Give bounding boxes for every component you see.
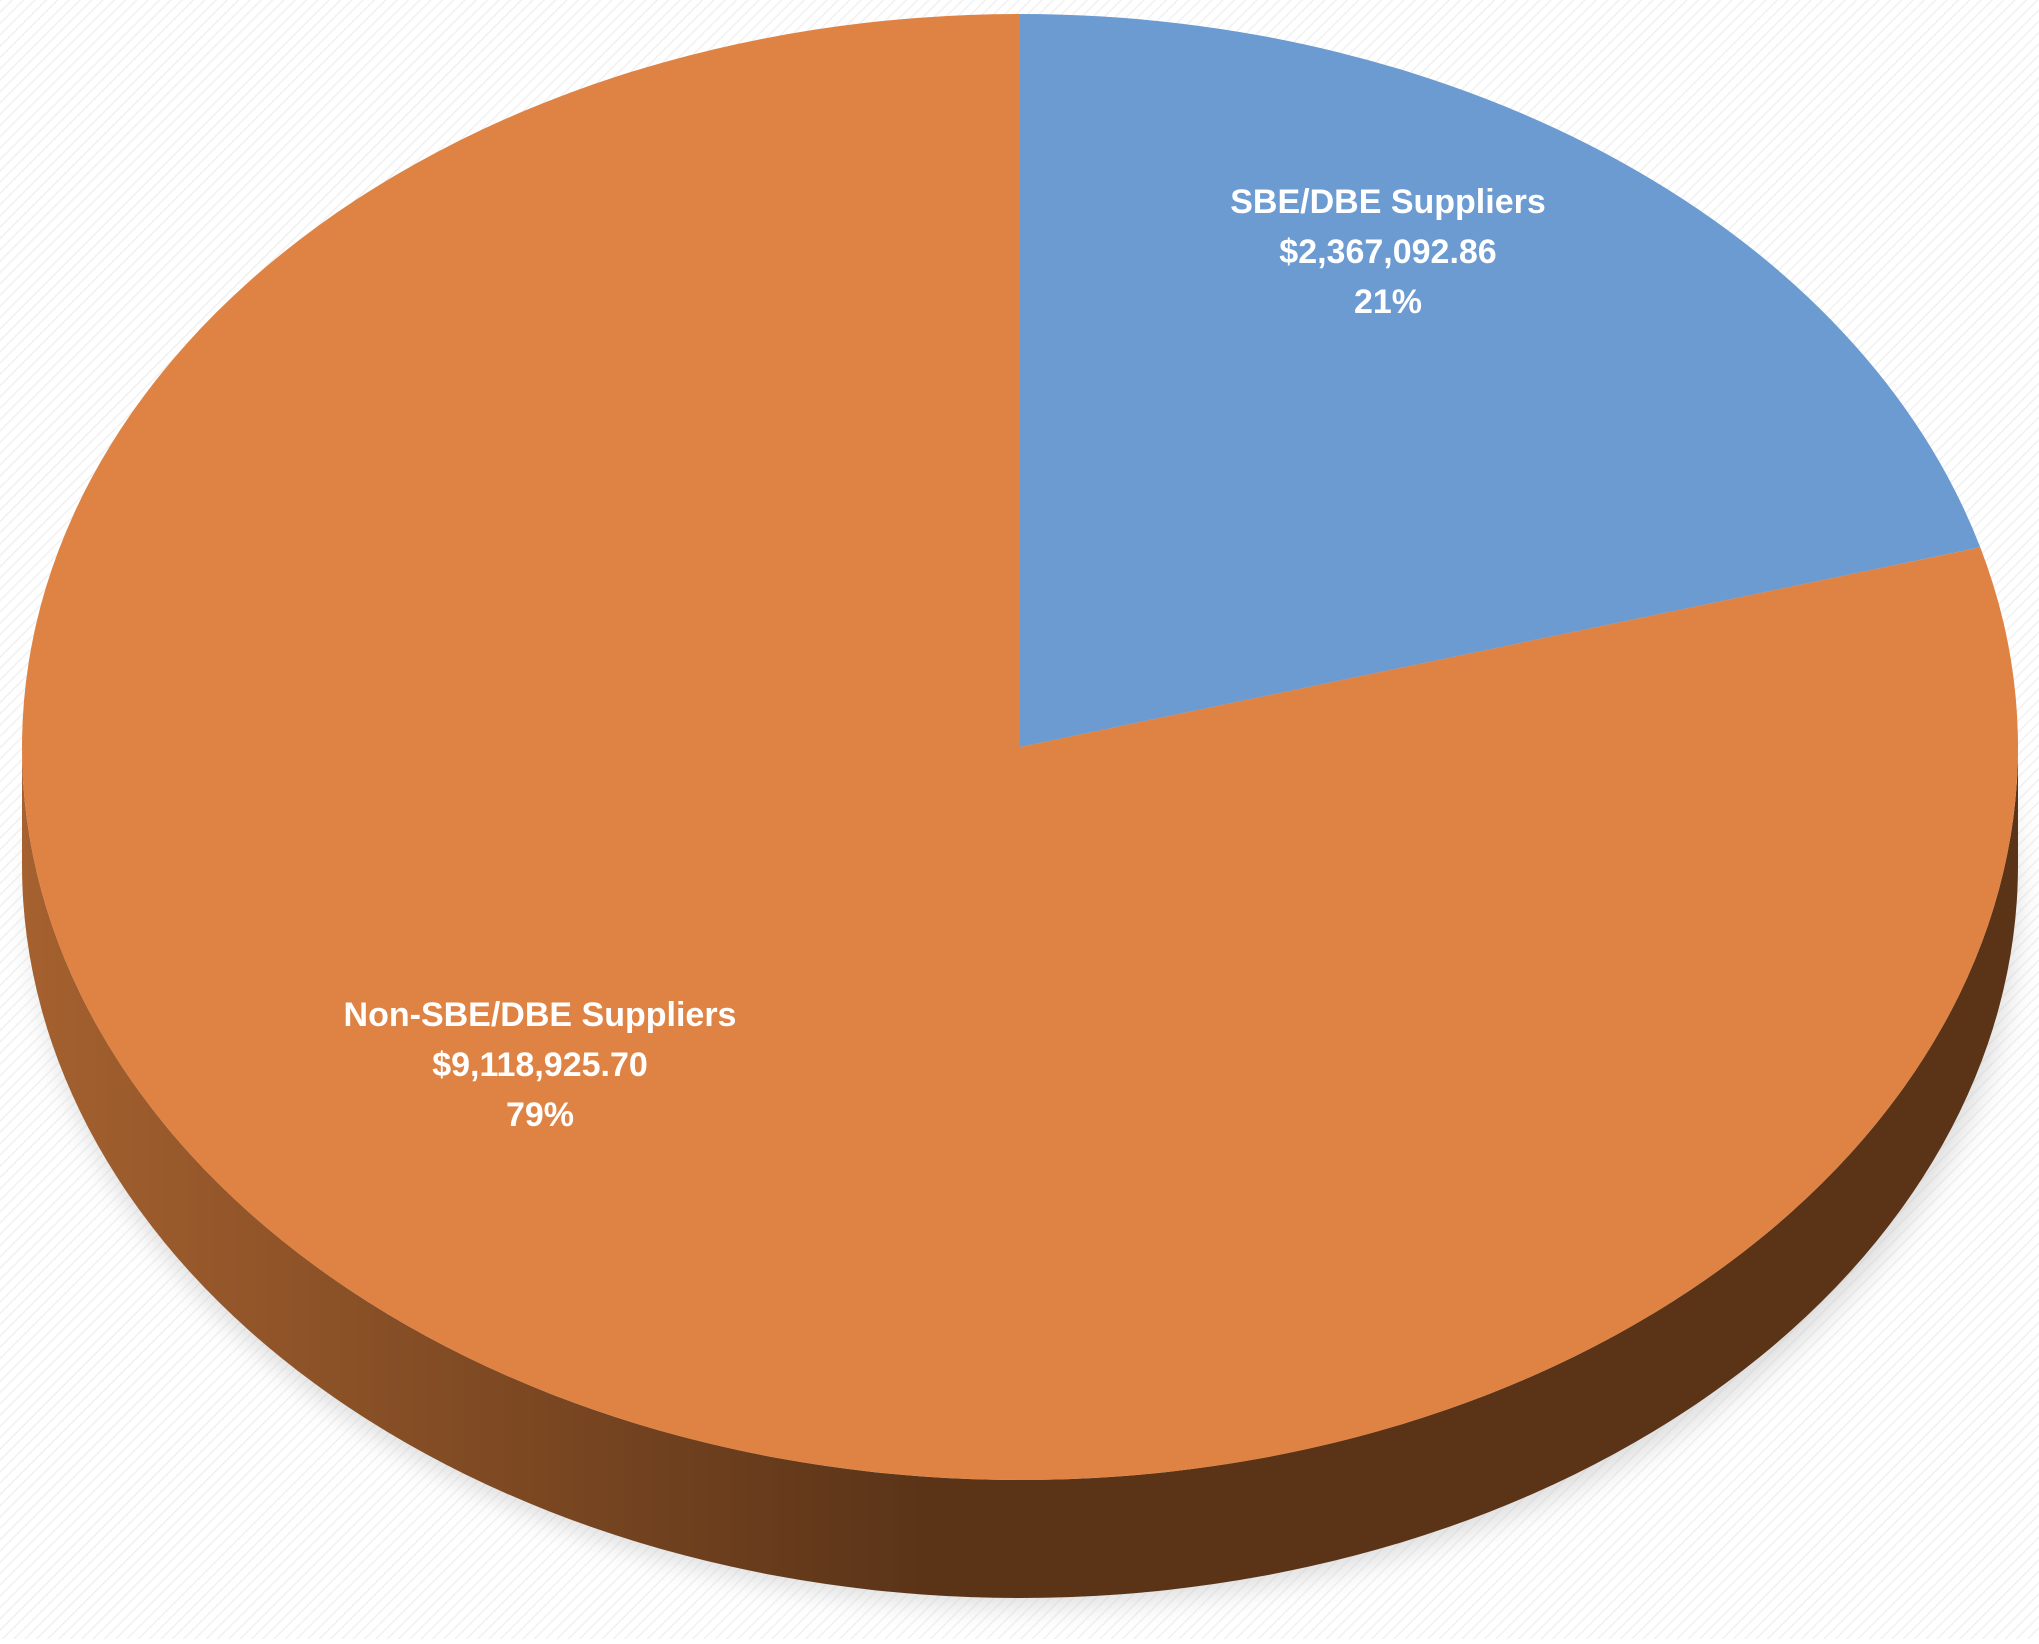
slice-label-value-sbe-dbe: $2,367,092.86: [1279, 233, 1496, 271]
slice-label-percent-sbe-dbe: 21%: [1354, 283, 1422, 321]
pie-side-wall: [22, 747, 2018, 1598]
pie-slice-non-sbe-dbe: [22, 14, 2019, 1480]
slice-label-value-non-sbe-dbe: $9,118,925.70: [432, 1046, 648, 1084]
slice-label-percent-non-sbe-dbe: 79%: [506, 1096, 574, 1134]
pie-slice-sbe-dbe: [1020, 14, 1981, 747]
slice-label-name-sbe-dbe: SBE/DBE Suppliers: [1230, 183, 1546, 221]
slice-label-name-non-sbe-dbe: Non-SBE/DBE Suppliers: [344, 996, 737, 1034]
